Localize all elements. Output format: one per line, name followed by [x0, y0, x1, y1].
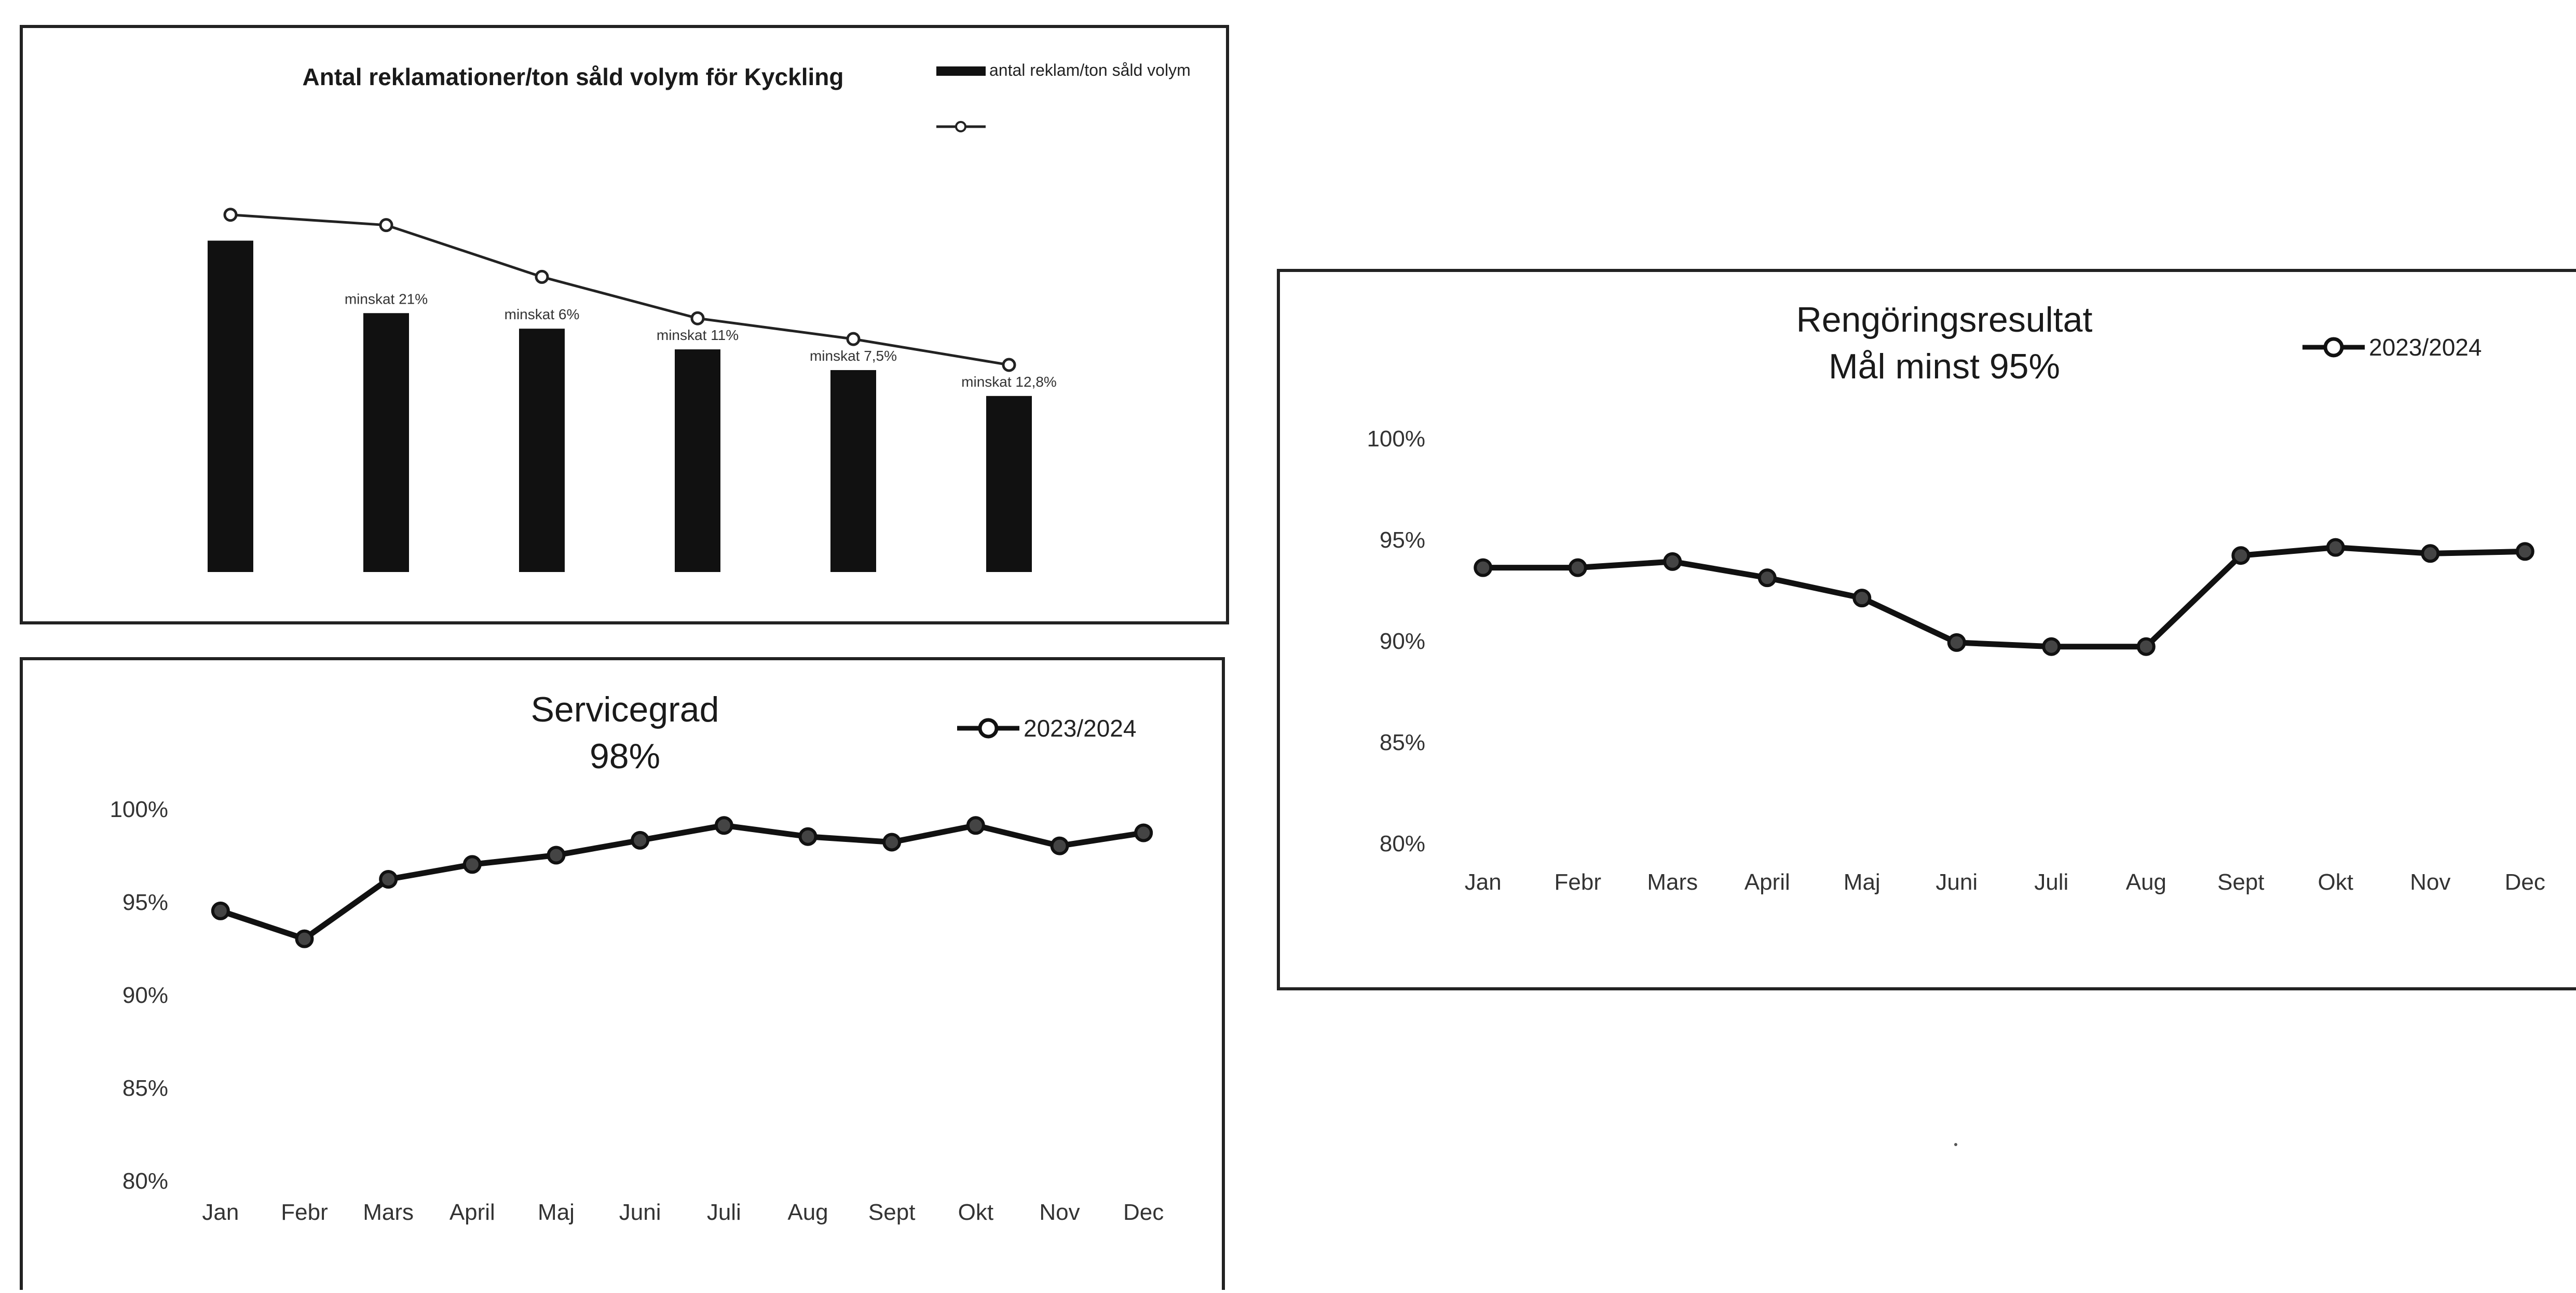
chart3-subtitle: Mål minst 95% — [1829, 347, 2060, 386]
chart1-line-point-4 — [846, 332, 861, 346]
chart1-line-series — [230, 213, 1010, 366]
chart2-xtick-11: Dec — [1123, 1200, 1164, 1225]
chart1-bar-label-4: minskat 7,5% — [810, 348, 897, 364]
chart2-xtick-6: Juli — [707, 1200, 741, 1225]
chart2-xtick-4: Maj — [538, 1200, 575, 1225]
chart1-bar-3 — [675, 349, 720, 572]
chart2-point-4 — [547, 846, 566, 865]
chart1-line-point-3 — [690, 311, 705, 325]
chart3-point-4 — [1852, 589, 1872, 608]
chart2-ytick-1: 95% — [122, 890, 168, 915]
chart3-point-2 — [1663, 552, 1682, 571]
chart2-xtick-9: Okt — [958, 1200, 993, 1225]
chart2-point-11 — [1134, 823, 1153, 842]
chart1-bar-1 — [363, 313, 409, 572]
chart3-ytick-4: 80% — [1380, 831, 1425, 856]
chart3-legend-label: 2023/2024 — [2369, 334, 2482, 361]
chart1-legend-line-marker — [955, 121, 966, 132]
chart1-bar-4 — [830, 370, 876, 572]
chart1-title: Antal reklamationer/ton såld volym för K… — [303, 63, 844, 90]
chart3-xtick-4: Maj — [1844, 869, 1880, 895]
chart3-point-11 — [2515, 542, 2534, 561]
chart3-xtick-1: Febr — [1555, 869, 1601, 895]
chart2-xtick-10: Nov — [1039, 1200, 1080, 1225]
chart1-bar-label-2: minskat 6% — [505, 306, 580, 322]
servicegrad-chart-panel: Servicegrad 98% 100% 95% 90% 85% 80% Jan Febr Mar… — [20, 657, 1225, 1290]
chart3-xtick-11: Dec — [2505, 869, 2545, 895]
chart1-line-point-0 — [223, 208, 238, 222]
chart2-point-8 — [882, 833, 902, 852]
chart3-point-6 — [2042, 637, 2061, 656]
chart2-point-10 — [1050, 836, 1069, 855]
chart3-point-10 — [2421, 544, 2440, 563]
chart2-xtick-2: Mars — [363, 1200, 414, 1225]
chart3-point-0 — [1474, 558, 1493, 577]
chart2-ytick-4: 80% — [122, 1168, 168, 1194]
chart1-bar-0 — [208, 240, 253, 573]
chart3-xtick-8: Sept — [2217, 869, 2265, 895]
chart3-title: Rengöringsresultat — [1796, 300, 2093, 339]
reklamationer-chart: Antal reklamationer/ton såld volym för K… — [208, 61, 1191, 573]
chart3-ytick-1: 95% — [1380, 527, 1425, 553]
chart2-ytick-2: 90% — [122, 983, 168, 1008]
chart1-bar-label-5: minskat 12,8% — [961, 374, 1057, 390]
chart2-legend-label: 2023/2024 — [1024, 715, 1136, 742]
chart1-bar-label-3: minskat 11% — [657, 327, 739, 343]
chart1-bar-5 — [986, 396, 1032, 572]
chart2-legend-marker — [978, 718, 999, 739]
rengoringsresultat-chart-panel: Rengöringsresultat Mål minst 95% 100% 95% 90… — [1277, 269, 2576, 990]
chart3-point-5 — [1947, 633, 1966, 652]
chart2-ytick-0: 100% — [110, 797, 168, 822]
chart2-xtick-1: Febr — [281, 1200, 328, 1225]
chart3-ytick-2: 90% — [1380, 629, 1425, 654]
chart2-xtick-7: Aug — [787, 1200, 828, 1225]
chart1-bar-2 — [519, 329, 565, 572]
chart1-legend-bar-label: antal reklam/ton såld volym — [989, 61, 1191, 79]
chart2-xtick-0: Jan — [202, 1200, 239, 1225]
chart1-legend-bar-swatch — [936, 66, 986, 76]
chart2-xtick-3: April — [449, 1200, 495, 1225]
chart2-point-2 — [379, 870, 398, 889]
chart2-point-3 — [462, 855, 482, 874]
chart3-point-9 — [2326, 538, 2345, 557]
chart2-point-9 — [966, 816, 985, 835]
chart2-ytick-3: 85% — [122, 1076, 168, 1101]
rengoringsresultat-chart: Rengöringsresultat Mål minst 95% 100% 95% 90… — [1367, 300, 2545, 895]
chart3-point-3 — [1757, 568, 1777, 588]
chart2-xtick-5: Juni — [619, 1200, 661, 1225]
chart1-bar-label-1: minskat 21% — [345, 291, 428, 307]
chart1-line-point-5 — [1002, 358, 1016, 372]
chart3-xtick-10: Nov — [2410, 869, 2450, 895]
chart3-xtick-6: Juli — [2034, 869, 2068, 895]
chart3-point-8 — [2231, 546, 2251, 565]
chart2-point-1 — [295, 929, 314, 948]
chart3-legend-marker — [2323, 337, 2344, 358]
stray-dot — [1954, 1143, 1957, 1146]
chart3-xtick-2: Mars — [1647, 869, 1698, 895]
chart2-line-series — [220, 822, 1144, 942]
chart2-point-6 — [714, 816, 733, 835]
reklamationer-chart-panel: Antal reklamationer/ton såld volym för K… — [20, 25, 1229, 624]
chart3-ytick-0: 100% — [1367, 426, 1425, 452]
chart2-subtitle: 98% — [590, 737, 660, 776]
chart2-point-5 — [631, 831, 650, 850]
chart3-xtick-3: April — [1744, 869, 1790, 895]
chart1-line-point-2 — [535, 269, 549, 284]
servicegrad-chart: Servicegrad 98% 100% 95% 90% 85% 80% Jan Febr Mar… — [110, 690, 1164, 1225]
chart3-xtick-0: Jan — [1465, 869, 1502, 895]
chart2-point-0 — [211, 901, 230, 920]
chart1-line-point-1 — [379, 218, 393, 233]
chart3-xtick-5: Juni — [1936, 869, 1978, 895]
chart3-xtick-7: Aug — [2126, 869, 2166, 895]
chart3-point-7 — [2136, 637, 2156, 656]
chart2-xtick-8: Sept — [868, 1200, 916, 1225]
chart3-xtick-9: Okt — [2318, 869, 2353, 895]
chart3-line-series — [1483, 545, 2525, 650]
chart3-ytick-3: 85% — [1380, 730, 1425, 755]
chart2-point-7 — [798, 827, 817, 846]
chart2-title: Servicegrad — [531, 690, 719, 729]
chart3-point-1 — [1568, 558, 1587, 577]
